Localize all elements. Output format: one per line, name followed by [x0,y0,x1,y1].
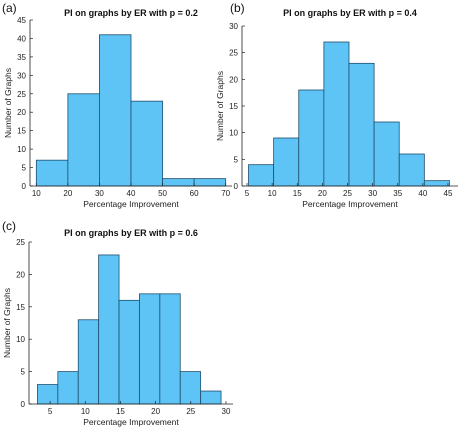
x-tick-label: 10 [268,189,277,198]
y-tick-label: 30 [229,22,238,31]
x-tick-label: 15 [293,189,302,198]
x-tick-label: 60 [190,189,199,198]
y-tick-label: 0 [234,182,239,191]
y-tick-label: 40 [17,34,26,43]
histogram-bar [398,153,425,187]
y-axis-label: Number of Graphs [2,288,12,358]
histogram-bar [57,371,79,405]
histogram-bar [139,293,161,405]
histogram-bar [273,137,300,187]
histogram-bar [200,390,222,405]
y-tick-label: 20 [16,270,25,279]
panel-label-a: (a) [2,1,17,15]
x-tick-label: 5 [48,407,53,416]
y-tick-label: 30 [17,71,26,80]
x-tick-label: 40 [127,189,136,198]
histogram-bar [179,371,202,405]
y-tick-label: 5 [234,155,239,164]
x-tick-label: 15 [116,407,125,416]
histogram-bar [159,293,181,405]
histogram-bar [193,178,227,187]
x-tick-label: 10 [81,407,90,416]
x-tick-label: 25 [343,189,352,198]
y-tick-label: 5 [21,368,26,377]
x-tick-label: 40 [418,189,427,198]
panel-label-b: (b) [230,1,245,15]
x-tick-label: 50 [158,189,167,198]
histogram-bar [67,93,100,187]
histogram-bar [323,41,350,187]
y-tick-label: 20 [17,108,26,117]
histogram-bar [35,159,69,187]
y-tick-label: 15 [16,303,25,312]
y-tick-label: 10 [229,129,238,138]
x-tick-label: 30 [368,189,377,198]
histogram-bar [348,62,375,187]
x-tick-label: 45 [444,189,453,198]
chart-title: PI on graphs by ER with p = 0.2 [64,8,198,18]
panel-label-c: (c) [2,219,16,233]
histogram-bar [37,384,59,405]
y-tick-label: 25 [229,49,238,58]
histogram-bar [118,299,140,405]
y-tick-label: 0 [22,182,27,191]
y-tick-label: 10 [17,145,26,154]
histogram-bar [373,121,400,187]
x-axis-label: Percentage Improvement [83,199,179,209]
x-axis-label: Percentage Improvement [302,199,398,209]
x-tick-label: 20 [151,407,160,416]
y-tick-label: 25 [16,238,25,247]
histogram-bar [423,180,450,187]
y-tick-label: 35 [17,53,26,62]
histogram-bar [98,254,120,405]
x-axis-label: Percentage Improvement [83,417,179,427]
y-tick-label: 15 [229,102,238,111]
histogram-bar [130,100,163,187]
chart-b: PI on graphs by ER with p = 0.4 5 10 15 20 25… [215,8,458,209]
histogram-bar [99,34,132,187]
histogram-bar [248,164,275,187]
x-tick-label: 35 [393,189,402,198]
chart-a: PI on graphs by ER with p = 0.2 10 20 30 40 5… [3,8,232,209]
x-tick-label: 20 [63,189,72,198]
y-tick-label: 5 [22,164,27,173]
y-axis-label: Number of Graphs [3,68,13,138]
y-tick-label: 25 [17,90,26,99]
chart-c: PI on graphs by ER with p = 0.6 5 10 15 20 25… [2,228,233,427]
y-tick-label: 10 [16,335,25,344]
histogram-bar [298,89,325,187]
x-tick-label: 5 [245,189,250,198]
y-axis-label: Number of Graphs [215,71,225,141]
histogram-bar [77,319,100,405]
chart-title: PI on graphs by ER with p = 0.4 [283,8,417,18]
x-tick-label: 30 [95,189,104,198]
y-tick-label: 45 [17,16,26,25]
x-tick-label: 10 [32,189,41,198]
x-tick-label: 25 [186,407,195,416]
y-tick-label: 0 [21,400,26,409]
y-tick-label: 20 [229,75,238,84]
histogram-bar [162,178,195,187]
y-tick-label: 15 [17,127,26,136]
chart-title: PI on graphs by ER with p = 0.6 [64,228,198,238]
x-tick-label: 30 [222,407,231,416]
x-tick-label: 70 [221,189,230,198]
x-tick-label: 20 [318,189,327,198]
